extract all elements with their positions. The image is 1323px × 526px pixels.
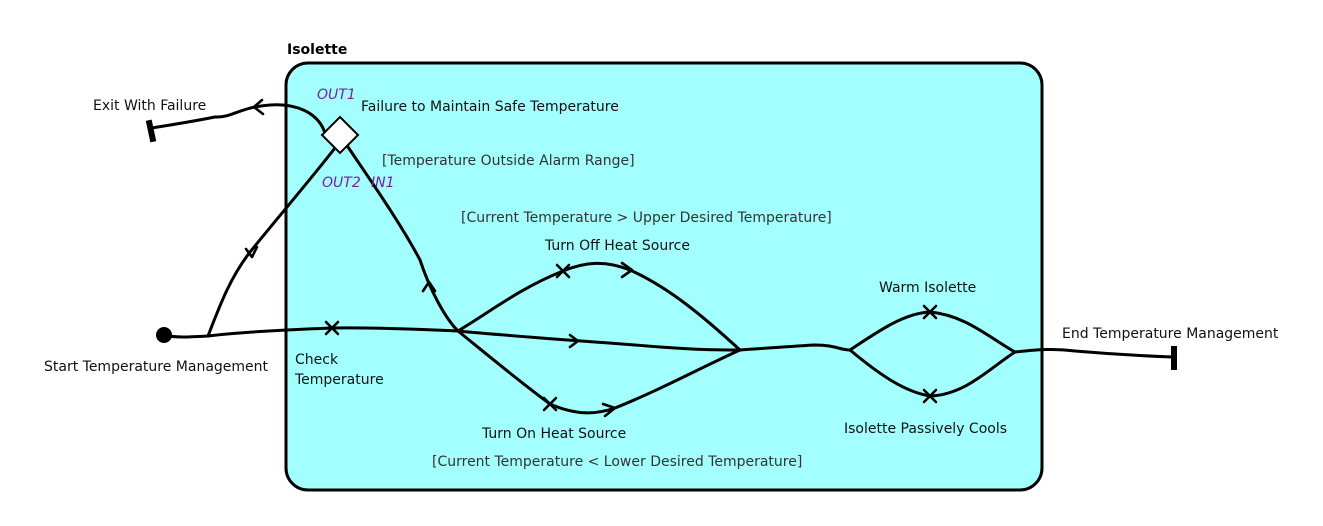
flow-to-end[interactable] <box>1013 347 1175 359</box>
end-terminal[interactable] <box>1171 346 1177 370</box>
flow-out1-to-exit[interactable] <box>150 103 327 135</box>
arrowhead-exit-failure <box>252 98 265 116</box>
start-label: Start Temperature Management <box>44 359 269 375</box>
passively-cools-marker[interactable] <box>922 388 938 404</box>
arrowhead-out2 <box>244 245 259 259</box>
warm-label: Warm Isolette <box>879 280 976 296</box>
port-in1: IN1 <box>371 175 395 191</box>
exit-failure-terminal[interactable] <box>145 119 157 143</box>
flow-upper-turn-off[interactable] <box>456 261 742 352</box>
check-temperature-marker[interactable] <box>324 320 340 336</box>
port-out2: OUT2 <box>322 175 361 191</box>
check-label-line2: Temperature <box>294 372 384 388</box>
exit-failure-label: Exit With Failure <box>93 98 206 114</box>
flow-merge-to-warm-split[interactable] <box>738 343 852 352</box>
start-node[interactable] <box>156 327 172 343</box>
arrowhead-turn-off <box>620 261 634 279</box>
arrowhead-in1 <box>421 280 437 293</box>
turn-on-marker[interactable] <box>542 396 558 412</box>
arrowhead-check <box>568 333 580 349</box>
guard-lower: [Current Temperature < Lower Desired Tem… <box>432 454 802 470</box>
turn-on-label: Turn On Heat Source <box>481 426 626 442</box>
flow-start-to-check[interactable] <box>162 326 460 339</box>
end-label: End Temperature Management <box>1062 326 1279 342</box>
flow-main-to-merge[interactable] <box>456 329 742 352</box>
turn-off-label: Turn Off Heat Source <box>544 238 690 254</box>
cools-label: Isolette Passively Cools <box>844 421 1007 437</box>
port-out1: OUT1 <box>317 87 356 103</box>
failure-label: Failure to Maintain Safe Temperature <box>361 99 619 115</box>
check-label-line1: Check <box>295 352 339 368</box>
flow-feedback-in1[interactable] <box>340 136 460 333</box>
flow-lower-turn-on[interactable] <box>456 329 742 415</box>
isolette-title: Isolette <box>287 42 347 58</box>
guard-alarm: [Temperature Outside Alarm Range] <box>382 153 635 169</box>
flow-out2-to-start[interactable] <box>206 146 337 338</box>
failure-decision-node[interactable] <box>320 115 360 155</box>
arrowhead-turn-on <box>601 402 617 418</box>
guard-upper: [Current Temperature > Upper Desired Tem… <box>461 210 832 226</box>
turn-off-marker[interactable] <box>555 263 571 279</box>
warm-isolette-marker[interactable] <box>922 304 938 320</box>
isolette-container[interactable] <box>284 61 1044 492</box>
